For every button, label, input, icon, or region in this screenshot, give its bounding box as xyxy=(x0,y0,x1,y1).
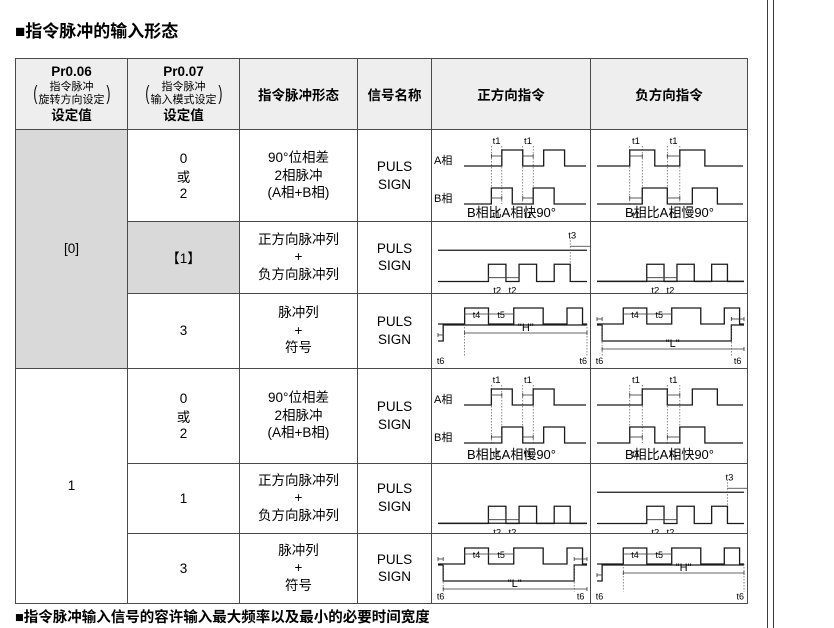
svg-text:t4: t4 xyxy=(473,550,481,560)
svg-text:t6: t6 xyxy=(596,356,604,366)
svg-text:t6: t6 xyxy=(736,591,744,601)
svg-text:t2: t2 xyxy=(509,286,517,293)
svg-text:B相比A相慢90°: B相比A相慢90° xyxy=(625,205,714,220)
svg-text:B相: B相 xyxy=(434,431,452,444)
svg-text:t1: t1 xyxy=(493,136,501,147)
svg-text:t3: t3 xyxy=(568,230,576,241)
svg-text:A相: A相 xyxy=(434,393,452,406)
svg-text:A相: A相 xyxy=(434,154,452,167)
svg-text:B相比A相慢90°: B相比A相慢90° xyxy=(467,447,556,462)
svg-text:t2: t2 xyxy=(493,286,501,293)
svg-text:t4: t4 xyxy=(631,550,639,560)
svg-text:t1: t1 xyxy=(524,375,532,386)
svg-text:t4: t4 xyxy=(631,310,639,320)
svg-text:"H": "H" xyxy=(676,562,692,574)
svg-text:t2: t2 xyxy=(651,527,659,533)
svg-text:t2: t2 xyxy=(493,527,501,533)
svg-text:t6: t6 xyxy=(579,356,587,366)
svg-text:t6: t6 xyxy=(734,356,742,366)
svg-text:"L": "L" xyxy=(508,578,522,590)
svg-text:t3: t3 xyxy=(725,472,733,483)
svg-text:B相: B相 xyxy=(434,192,452,205)
svg-text:t5: t5 xyxy=(497,310,505,320)
svg-text:"L": "L" xyxy=(666,338,680,350)
svg-text:t2: t2 xyxy=(667,286,675,293)
svg-text:t6: t6 xyxy=(596,591,604,601)
svg-text:t2: t2 xyxy=(509,527,517,533)
svg-text:"H": "H" xyxy=(518,322,534,334)
svg-text:t6: t6 xyxy=(437,591,445,601)
svg-text:B相比A相快90°: B相比A相快90° xyxy=(467,205,556,220)
svg-text:t2: t2 xyxy=(651,286,659,293)
svg-text:t1: t1 xyxy=(632,136,640,147)
svg-text:t6: t6 xyxy=(437,356,445,366)
svg-text:t1: t1 xyxy=(524,136,532,147)
svg-text:t5: t5 xyxy=(656,310,664,320)
svg-text:t1: t1 xyxy=(493,375,501,386)
svg-text:t1: t1 xyxy=(632,375,640,386)
svg-text:t5: t5 xyxy=(497,550,505,560)
svg-text:t6: t6 xyxy=(577,591,585,601)
svg-text:t4: t4 xyxy=(473,310,481,320)
svg-text:B相比A相快90°: B相比A相快90° xyxy=(625,447,714,462)
svg-text:t1: t1 xyxy=(670,136,678,147)
svg-text:t1: t1 xyxy=(670,375,678,386)
svg-text:t5: t5 xyxy=(656,550,664,560)
svg-text:t2: t2 xyxy=(667,527,675,533)
